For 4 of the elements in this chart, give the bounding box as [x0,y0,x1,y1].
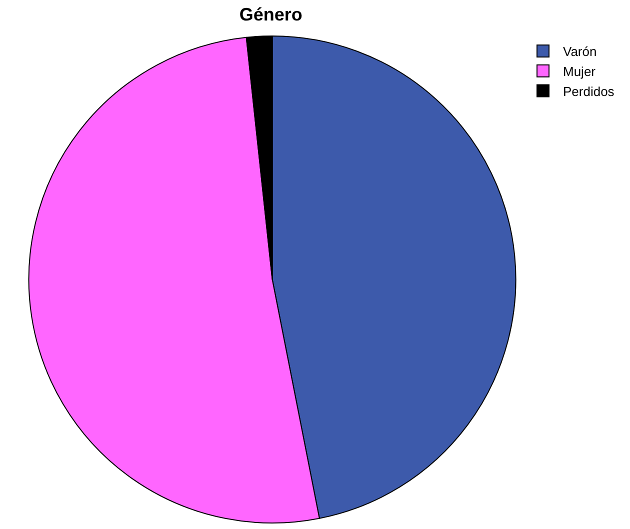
legend-label: Mujer [563,64,596,79]
legend-label: Perdidos [563,84,615,99]
legend-label: Varón [563,44,597,60]
chart-title: Género [239,4,302,25]
